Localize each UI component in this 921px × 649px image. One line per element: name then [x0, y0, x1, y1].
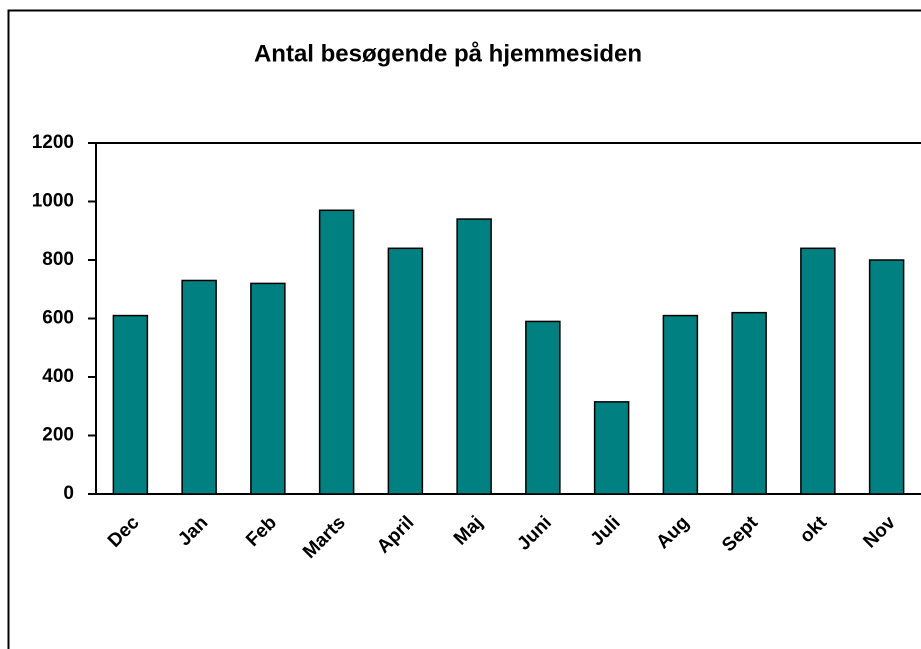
x-tick-label: Sept: [718, 512, 762, 556]
y-tick-label: 400: [42, 366, 74, 387]
plot-area: [95, 142, 921, 495]
bar: [250, 282, 286, 495]
y-tick-label: 1200: [32, 132, 74, 153]
x-tick-label: Jan: [174, 512, 212, 550]
y-tick-label: 1000: [32, 191, 74, 212]
chart-title: Antal besøgende på hjemmesiden: [254, 40, 642, 67]
x-tick-label: Aug: [652, 512, 693, 553]
bar: [731, 311, 767, 495]
bar: [525, 320, 561, 495]
bar: [800, 247, 836, 495]
bar: [868, 259, 905, 495]
y-tick-label: 800: [42, 249, 74, 270]
x-tick-label: April: [373, 512, 418, 557]
x-tick-label: Marts: [299, 512, 350, 563]
y-tick-label: 0: [63, 483, 74, 504]
y-tick-label: 200: [42, 425, 74, 446]
x-tick-label: Feb: [242, 512, 281, 551]
bar: [662, 314, 699, 495]
bar: [593, 401, 630, 495]
y-tick-label: 600: [42, 308, 74, 329]
bar: [112, 314, 149, 495]
x-tick-label: Juni: [513, 512, 555, 554]
bar: [387, 247, 424, 495]
x-tick-label: Maj: [450, 512, 487, 549]
bar: [181, 279, 217, 495]
x-tick-label: Dec: [104, 512, 144, 552]
bar: [318, 209, 355, 495]
x-tick-label: Nov: [859, 512, 900, 553]
chart-border: [7, 9, 921, 649]
x-tick-label: Juli: [587, 512, 625, 550]
bar: [456, 218, 492, 495]
x-tick-label: okt: [796, 512, 831, 547]
